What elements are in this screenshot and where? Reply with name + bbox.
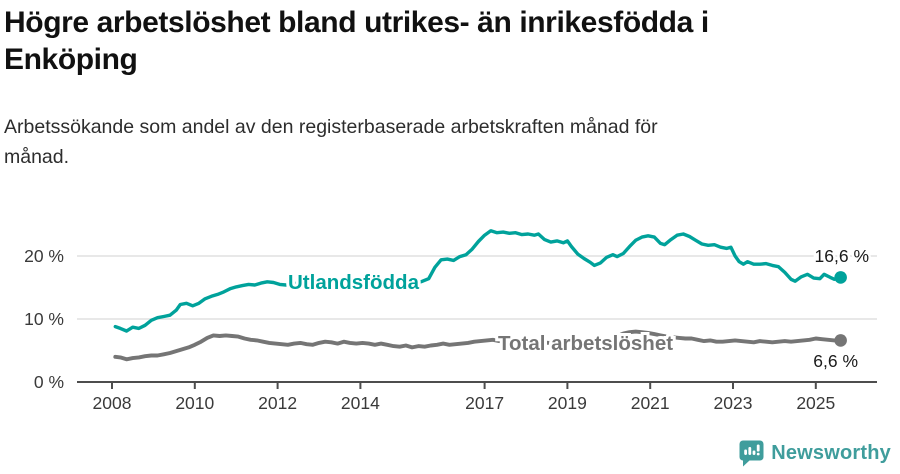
y-tick-label: 0 % (34, 372, 64, 392)
bar-1 (744, 449, 748, 455)
total-arbetsl-shet-line (113, 329, 843, 362)
x-tick-label: 2010 (175, 393, 214, 413)
exclamation-dot (756, 452, 760, 456)
page-title: Högre arbetslöshet bland utrikes- än inr… (4, 4, 884, 78)
utlandsf-dda-endpoint-dot (834, 271, 847, 284)
x-tick-label: 2021 (631, 393, 670, 413)
subtitle-line-2: månad. (4, 146, 70, 168)
exclamation-stem (756, 444, 760, 452)
x-tick-label: 2012 (258, 393, 297, 413)
x-tick-label: 2017 (465, 393, 504, 413)
title-line-1: Högre arbetslöshet bland utrikes- än inr… (4, 6, 709, 39)
brand-footer: Newsworthy (739, 440, 891, 467)
chart-subtitle: Arbetssökande som andel av den registerb… (4, 112, 824, 172)
bar-3 (752, 450, 756, 455)
utlandsf-dda-end-value-label: 16,6 % (815, 246, 869, 266)
newsworthy-chart-bubble-icon (739, 440, 764, 467)
x-tick-label: 2025 (796, 393, 835, 413)
total-arbetsl-shet-end-value-label: 6,6 % (813, 351, 858, 371)
total-arbetsl-shet-series-label: Total arbetslöshet (498, 332, 673, 355)
x-tick-label: 2023 (714, 393, 753, 413)
chart-header: Högre arbetslöshet bland utrikes- än inr… (4, 4, 884, 78)
utlandsf-dda-series-label: Utlandsfödda (288, 271, 420, 294)
brand-name: Newsworthy (771, 442, 891, 464)
x-tick-label: 2014 (341, 393, 380, 413)
title-line-2: Enköping (4, 43, 138, 76)
x-tick-label: 2008 (93, 393, 132, 413)
x-tick-label: 2019 (548, 393, 587, 413)
utlandsf-dda-line (113, 229, 843, 333)
y-tick-label: 20 % (24, 246, 64, 266)
speech-bubble-shape (739, 440, 764, 467)
total-arbetsl-shet-endpoint-dot (834, 334, 847, 347)
bar-2 (748, 447, 752, 455)
y-tick-label: 10 % (24, 309, 64, 329)
subtitle-line-1: Arbetssökande som andel av den registerb… (4, 116, 658, 138)
